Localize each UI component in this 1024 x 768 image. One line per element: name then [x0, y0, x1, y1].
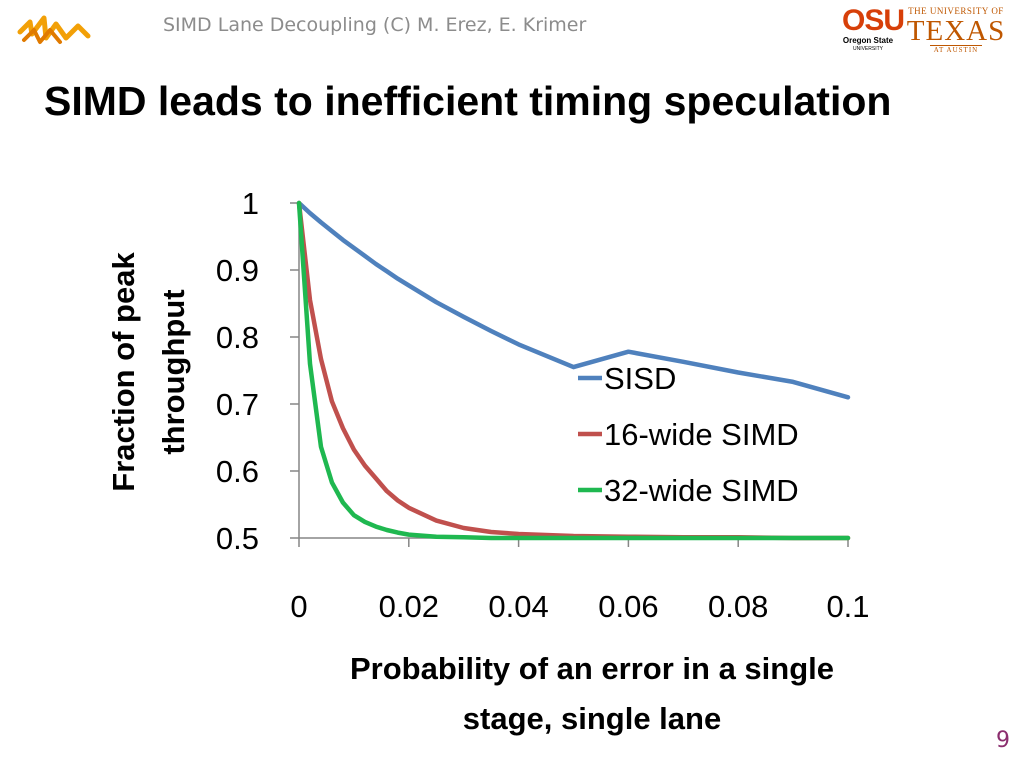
- ut-austin-logo: THE UNIVERSITY OF TEXAS AT AUSTIN: [904, 6, 1008, 55]
- x-axis-title: stage, single lane: [463, 701, 721, 736]
- osu-logo-tinytext: UNIVERSITY: [852, 46, 883, 52]
- lightning-logo-icon: [17, 15, 91, 44]
- y-tick-label: 0.8: [216, 320, 259, 355]
- y-tick-label: 0.7: [216, 387, 259, 422]
- lightning-logo: [16, 8, 96, 54]
- ut-logo-line1: THE UNIVERSITY OF: [908, 6, 1004, 16]
- x-tick-label: 0.08: [708, 589, 768, 624]
- x-tick-label: 0.06: [598, 589, 658, 624]
- series-line-sisd: [296, 200, 851, 400]
- ut-logo-line3: AT AUSTIN: [929, 45, 983, 54]
- ut-logo-line2: TEXAS: [906, 15, 1006, 47]
- x-tick-label: 0: [290, 589, 307, 624]
- y-tick-label: 0.6: [216, 454, 259, 489]
- x-tick-label: 0.1: [826, 589, 869, 624]
- osu-logo-subtext: Oregon State: [842, 36, 894, 45]
- legend-label: 32-wide SIMD: [604, 473, 799, 508]
- legend-label: SISD: [604, 361, 676, 396]
- x-tick-label: 0.04: [488, 589, 548, 624]
- y-axis-title: Fraction of peak: [106, 252, 141, 492]
- y-tick-label: 1: [242, 186, 259, 221]
- slide-title: SIMD leads to inefficient timing specula…: [44, 78, 892, 124]
- slide-header: SIMD Lane Decoupling (C) M. Erez, E. Kri…: [163, 14, 587, 36]
- x-tick-label: 0.02: [379, 589, 439, 624]
- y-tick-label: 0.5: [216, 521, 259, 556]
- y-tick-label: 0.9: [216, 253, 259, 288]
- page-number: 9: [996, 728, 1010, 753]
- series-line-32-wide-simd: [296, 200, 851, 541]
- legend-label: 16-wide SIMD: [604, 417, 799, 452]
- x-axis-title: Probability of an error in a single: [350, 651, 834, 686]
- y-axis-title: throughput: [156, 289, 191, 454]
